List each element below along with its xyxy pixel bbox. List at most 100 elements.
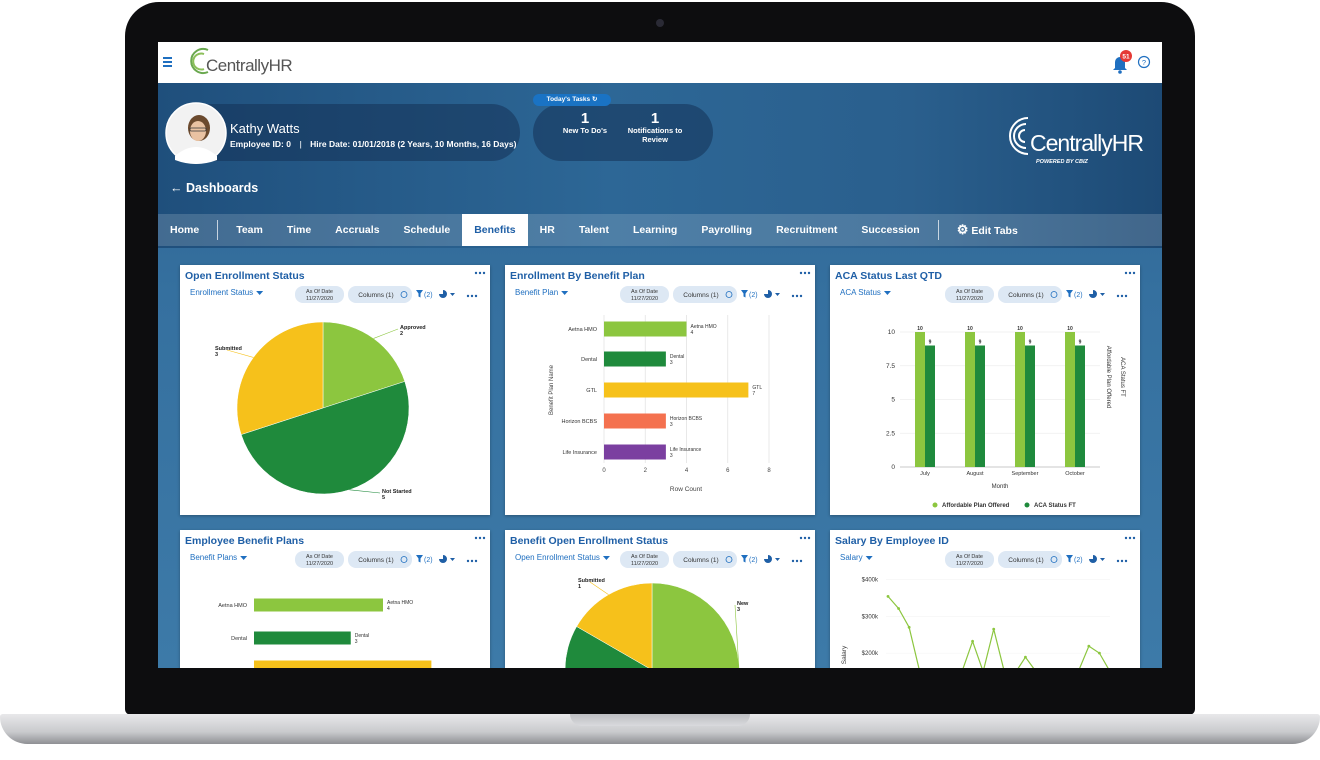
more-menu[interactable] xyxy=(466,294,478,298)
tasks-pill xyxy=(533,104,713,161)
y-tick-label: Horizon BCBS xyxy=(562,419,598,425)
dot xyxy=(799,559,803,563)
columns-pill[interactable] xyxy=(673,286,737,303)
tasks-badge[interactable]: Today's Tasks ↻ xyxy=(533,94,611,106)
nav-tab[interactable]: Benefits xyxy=(462,214,528,246)
employee-id: Employee ID: 0 | Hire Date: 01/01/2018 (… xyxy=(230,139,517,149)
columns-pill[interactable] xyxy=(998,286,1062,303)
chart-type-caret xyxy=(775,293,780,296)
as-of-date: 11/27/2020 xyxy=(956,296,983,302)
bar xyxy=(1065,332,1075,467)
as-of-label: As Of Date xyxy=(631,554,658,560)
chart-type-caret xyxy=(1100,558,1105,561)
chart-type-icon[interactable] xyxy=(1089,290,1097,298)
as-of-label: As Of Date xyxy=(956,289,983,295)
side-axis-title: ACA Status FT xyxy=(1119,357,1125,397)
y-axis-title: Salary xyxy=(841,645,848,664)
logo-mark xyxy=(190,48,209,74)
edit-tabs[interactable]: ⚙ Edit Tabs xyxy=(956,222,1018,237)
nav-tab[interactable]: Learning xyxy=(632,224,678,236)
bar-value: 9 xyxy=(1029,340,1032,346)
task-item[interactable]: 1 Notifications to Review xyxy=(623,111,687,144)
dot xyxy=(474,536,478,540)
task-label: Notifications to Review xyxy=(627,126,683,144)
more-menu[interactable] xyxy=(1124,536,1136,540)
dot xyxy=(1124,536,1128,540)
y-tick-label: 0 xyxy=(891,464,895,471)
more-menu[interactable] xyxy=(791,294,803,298)
y-tick-label: 2.5 xyxy=(886,430,895,437)
dot xyxy=(478,536,482,540)
line-point xyxy=(886,594,890,598)
columns-pill[interactable] xyxy=(998,551,1062,568)
task-item[interactable]: 1 New To Do's xyxy=(553,111,617,135)
more-menu[interactable] xyxy=(474,536,486,540)
bar-value: 9 xyxy=(929,340,932,346)
filter-icon[interactable] xyxy=(1066,290,1073,298)
widget-card: Open Enrollment Status Enrollment Status A… xyxy=(180,265,490,515)
as-of-date: 11/27/2020 xyxy=(306,561,333,567)
task-label: New To Do's xyxy=(562,126,608,135)
dot xyxy=(799,536,803,540)
widget-filter[interactable]: ACA Status xyxy=(840,288,881,297)
filter-icon[interactable] xyxy=(741,555,748,563)
more-menu[interactable] xyxy=(1124,271,1136,275)
widget-filter[interactable]: Benefit Plan xyxy=(515,288,558,297)
more-menu[interactable] xyxy=(799,536,811,540)
filter-icon[interactable] xyxy=(741,290,748,298)
widget-title: Salary By Employee ID xyxy=(835,535,949,547)
filter-icon[interactable] xyxy=(416,290,423,298)
columns-pill[interactable] xyxy=(348,551,412,568)
chart-type-caret xyxy=(775,558,780,561)
y-tick-label: 10 xyxy=(888,329,896,336)
nav-tab[interactable]: Team xyxy=(236,224,263,236)
pie-slice xyxy=(651,582,740,668)
nav-tab[interactable]: Talent xyxy=(578,224,609,236)
more-menu[interactable] xyxy=(1116,559,1128,563)
chart-type-icon[interactable] xyxy=(439,555,447,563)
dot xyxy=(791,294,795,298)
bar xyxy=(925,345,935,467)
chart-type-icon[interactable] xyxy=(1089,555,1097,563)
widget-filter[interactable]: Enrollment Status xyxy=(190,288,253,297)
bar xyxy=(254,631,351,645)
more-menu[interactable] xyxy=(474,271,486,275)
nav-tab[interactable]: Home xyxy=(170,224,200,236)
nav-tab[interactable]: Succession xyxy=(861,224,920,236)
y-tick-label: Dental xyxy=(581,357,597,363)
widget-filter[interactable]: Salary xyxy=(840,553,863,562)
help-text[interactable]: ? xyxy=(1142,58,1146,67)
bar-label: Aetna HMO xyxy=(387,600,413,606)
more-menu[interactable] xyxy=(799,271,811,275)
nav-tab[interactable]: Recruitment xyxy=(776,224,838,236)
filter-icon[interactable] xyxy=(416,555,423,563)
filter-icon[interactable] xyxy=(1066,555,1073,563)
app-name: CentrallyHR xyxy=(206,56,292,75)
y-axis-title: Benefit Plan Name xyxy=(549,364,555,415)
camera xyxy=(656,19,664,27)
more-menu[interactable] xyxy=(1116,294,1128,298)
more-menu[interactable] xyxy=(466,559,478,563)
nav-tab[interactable]: Accruals xyxy=(335,224,380,236)
chart-type-icon[interactable] xyxy=(439,290,447,298)
columns-clear xyxy=(400,291,408,298)
nav-tab[interactable]: HR xyxy=(539,224,555,236)
widget-svg: Benefit Open Enrollment Status Open Enrol… xyxy=(510,535,811,668)
widget-filter[interactable]: Benefit Plans xyxy=(190,553,237,562)
columns-pill[interactable] xyxy=(348,286,412,303)
menu-icon[interactable] xyxy=(163,57,172,67)
nav-tab[interactable]: Payrolling xyxy=(701,224,753,236)
widget-filter[interactable]: Open Enrollment Status xyxy=(515,553,600,562)
more-menu[interactable] xyxy=(791,559,803,563)
chart-type-icon[interactable] xyxy=(764,290,772,298)
x-axis-title: Month xyxy=(992,484,1009,490)
help-icon[interactable] xyxy=(1137,55,1151,69)
columns-clear xyxy=(1050,556,1058,563)
chart-type-icon[interactable] xyxy=(764,555,772,563)
nav-tab[interactable]: Schedule xyxy=(403,224,451,236)
columns-pill[interactable] xyxy=(673,551,737,568)
nav-tab[interactable]: Time xyxy=(286,224,312,236)
back-link[interactable]: ← Dashboards xyxy=(170,181,259,195)
screen: CentrallyHR 51 ? Kathy Watts Employee ID… xyxy=(158,42,1162,668)
